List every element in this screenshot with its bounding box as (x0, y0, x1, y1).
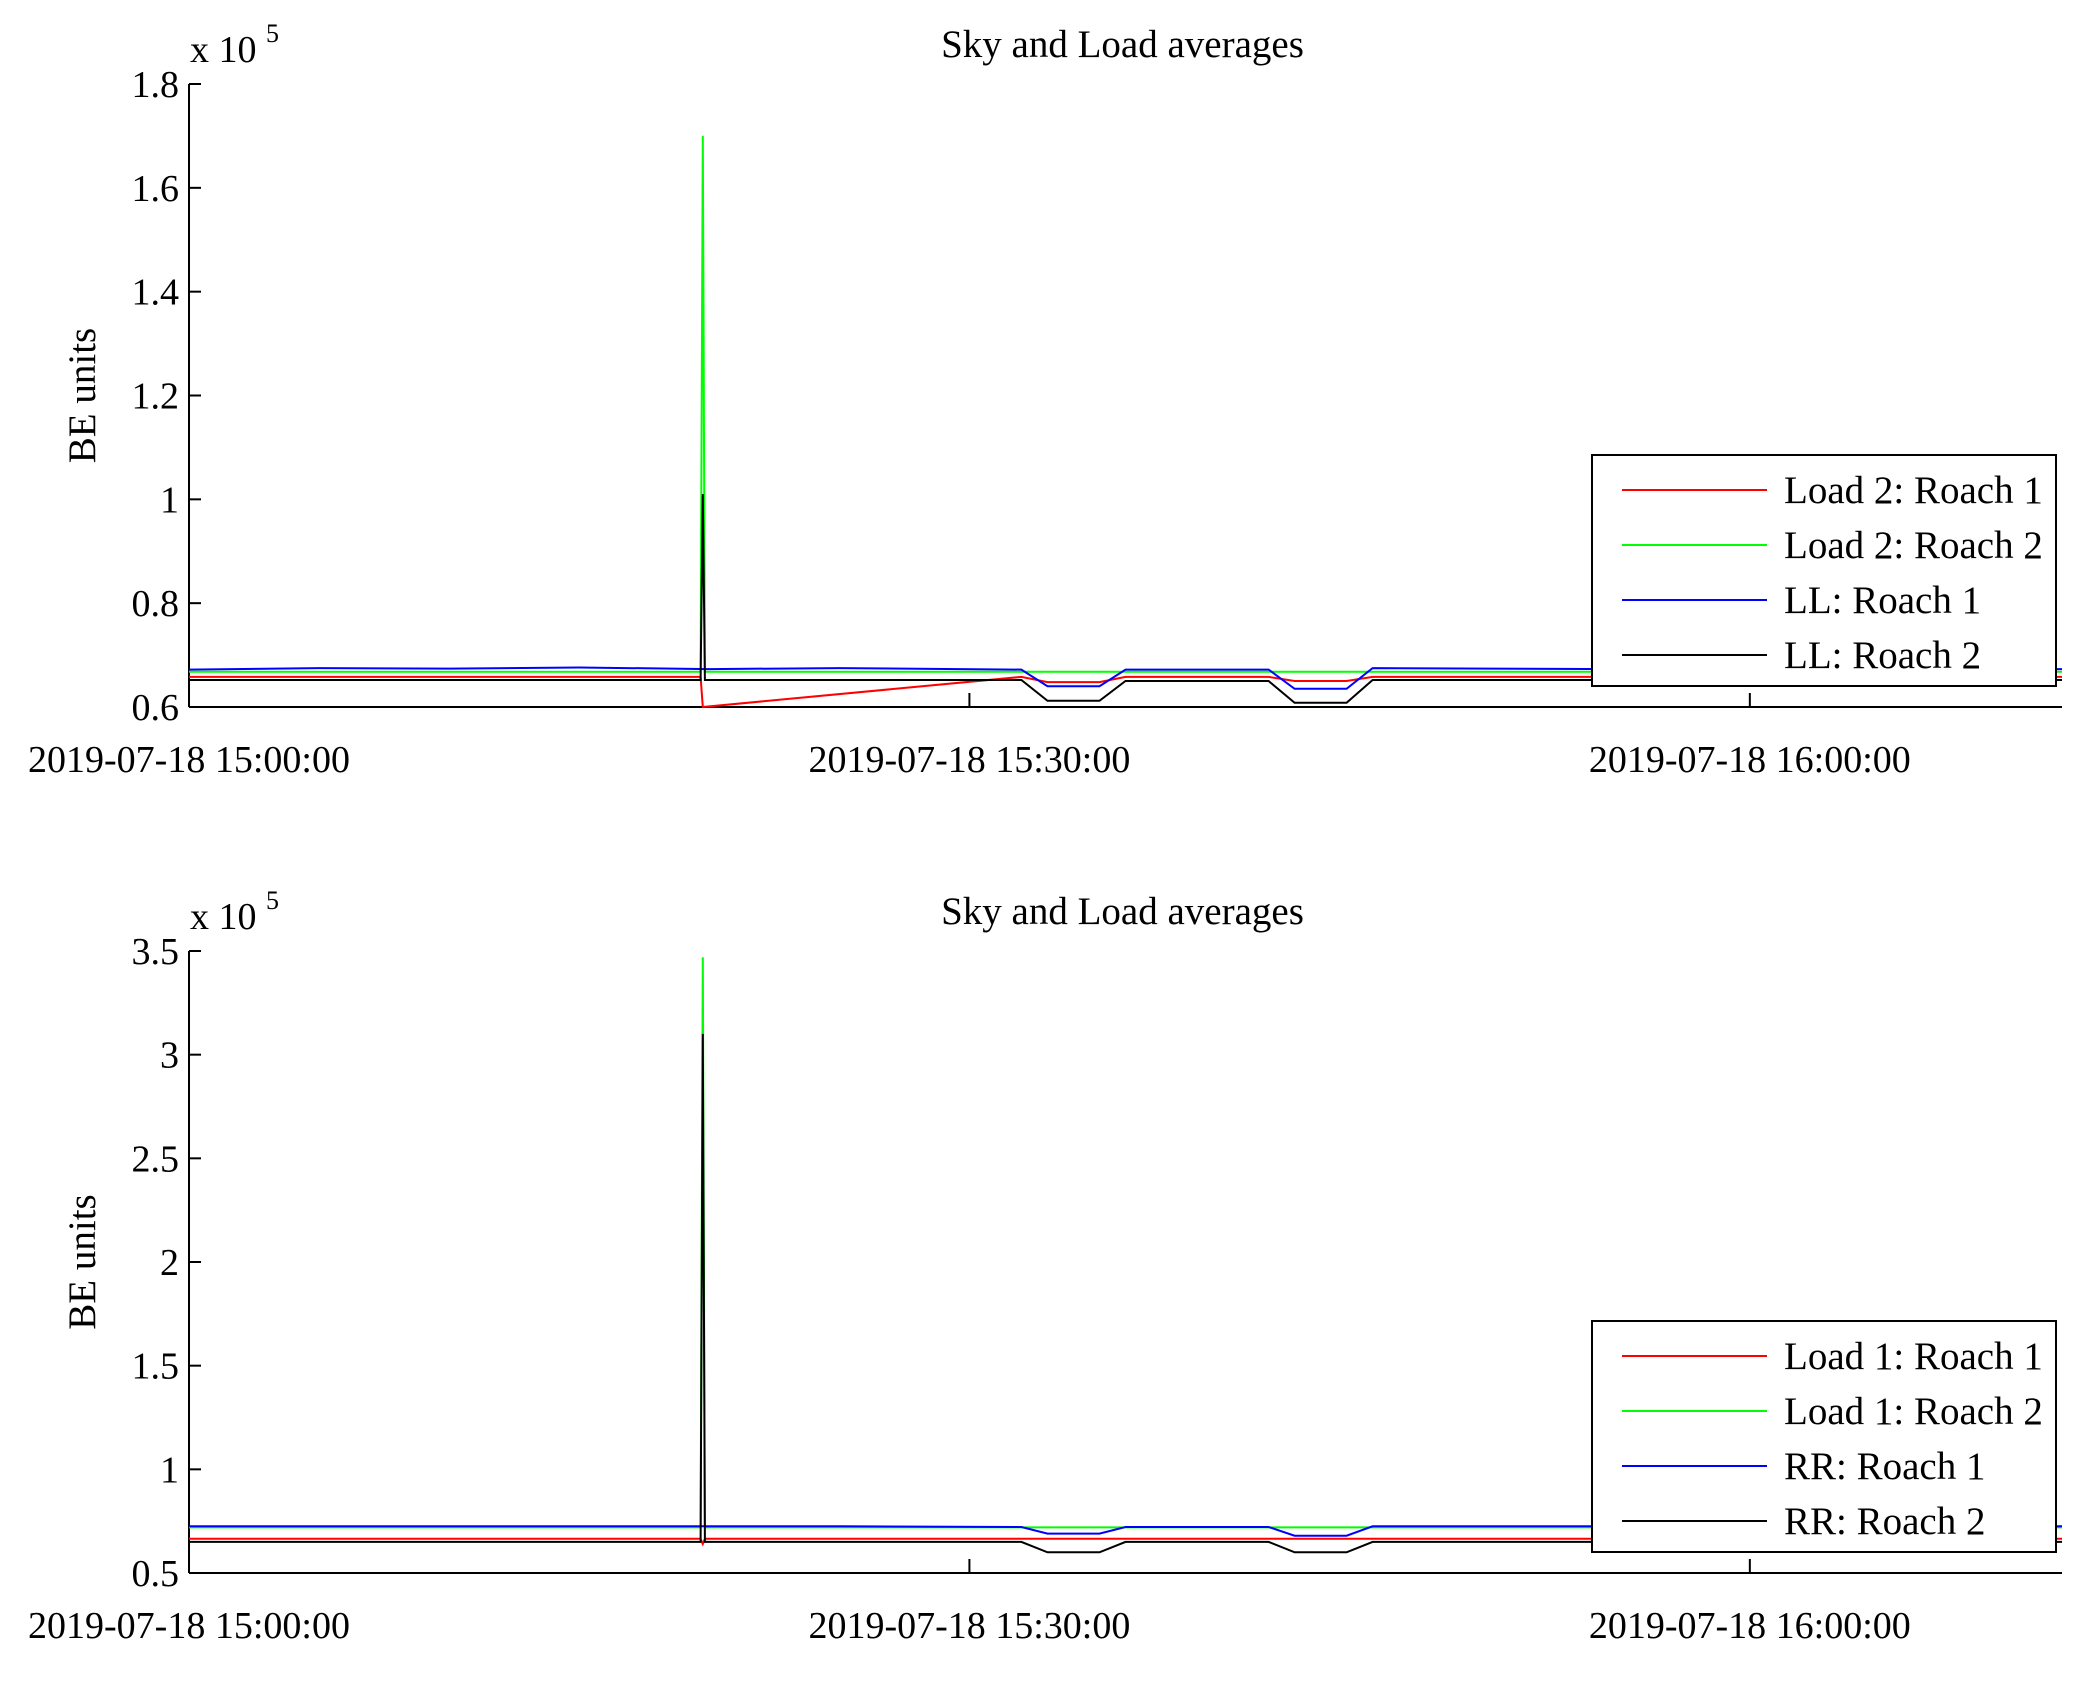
legend-label: Load 2: Roach 2 (1784, 524, 2043, 567)
series-line-0 (189, 1537, 2062, 1547)
x-tick-label: 2019-07-18 15:30:00 (808, 1605, 1130, 1647)
legend-label: Load 1: Roach 1 (1784, 1335, 2043, 1378)
chart-title: Sky and Load averages (941, 23, 1304, 66)
series-group (189, 957, 2062, 1554)
y-tick-label: 3.5 (132, 931, 180, 973)
legend-label: Load 1: Roach 2 (1784, 1390, 2043, 1433)
legend-label: Load 2: Roach 1 (1784, 469, 2043, 512)
series-line-3 (189, 1033, 2062, 1554)
legend-label: RR: Roach 1 (1784, 1445, 1986, 1488)
y-exponent-label: x 10 (190, 29, 257, 71)
y-tick-label: 1.8 (132, 64, 180, 106)
y-exponent-power: 5 (266, 19, 279, 48)
x-tick-label: 2019-07-18 16:00:00 (1589, 1605, 1911, 1647)
y-axis-label: BE units (61, 328, 104, 463)
y-exponent-power: 5 (266, 886, 279, 915)
y-tick-label: 1.4 (132, 272, 180, 314)
y-tick-label: 1.2 (132, 376, 180, 418)
legend: Load 1: Roach 1 Load 1: Roach 2 RR: Roach … (1591, 1320, 2057, 1553)
series-line-3 (189, 494, 2062, 704)
y-tick-label: 1.5 (132, 1346, 180, 1388)
legend-label: LL: Roach 1 (1784, 579, 1981, 622)
y-tick-label: 2 (160, 1242, 179, 1284)
y-tick-label: 1 (160, 479, 179, 521)
legend-label: RR: Roach 2 (1784, 1500, 1986, 1543)
y-tick-label: 1 (160, 1449, 179, 1491)
series-line-0 (189, 675, 2062, 709)
series-group (188, 135, 2062, 709)
y-tick-label: 1.6 (132, 168, 180, 210)
x-tick-label: 2019-07-18 16:00:00 (1589, 739, 1911, 781)
x-tick-label: 2019-07-18 15:00:00 (28, 1605, 350, 1647)
series-line-2 (189, 1525, 2062, 1537)
y-axis-label: BE units (61, 1194, 104, 1329)
y-tick-label: 3 (160, 1035, 179, 1077)
chart-panel-bottom: 0.5 1 1.5 2 2.5 3 3.5 2019-07-18 15:00:00 2019-0… (28, 886, 2062, 1647)
y-tick-label: 0.8 (132, 583, 180, 625)
chart-title: Sky and Load averages (941, 890, 1304, 933)
legend: Load 2: Roach 1 Load 2: Roach 2 LL: Roach … (1591, 454, 2057, 687)
y-tick-label: 0.6 (132, 687, 180, 729)
series-line-1 (189, 957, 2062, 1529)
x-tick-label: 2019-07-18 15:00:00 (28, 739, 350, 781)
series-line-1 (189, 135, 2062, 673)
chart-panel-top: 0.6 0.8 1 1.2 1.4 1.6 1.8 2019-07-18 15:00:00 20… (28, 19, 2062, 781)
x-tick-label: 2019-07-18 15:30:00 (808, 739, 1130, 781)
y-tick-label: 2.5 (132, 1138, 180, 1180)
legend-label: LL: Roach 2 (1784, 634, 1981, 677)
legend-box (1591, 1320, 2057, 1553)
y-tick-label: 0.5 (132, 1553, 180, 1595)
legend-box (1591, 454, 2057, 687)
y-exponent-label: x 10 (190, 896, 257, 938)
